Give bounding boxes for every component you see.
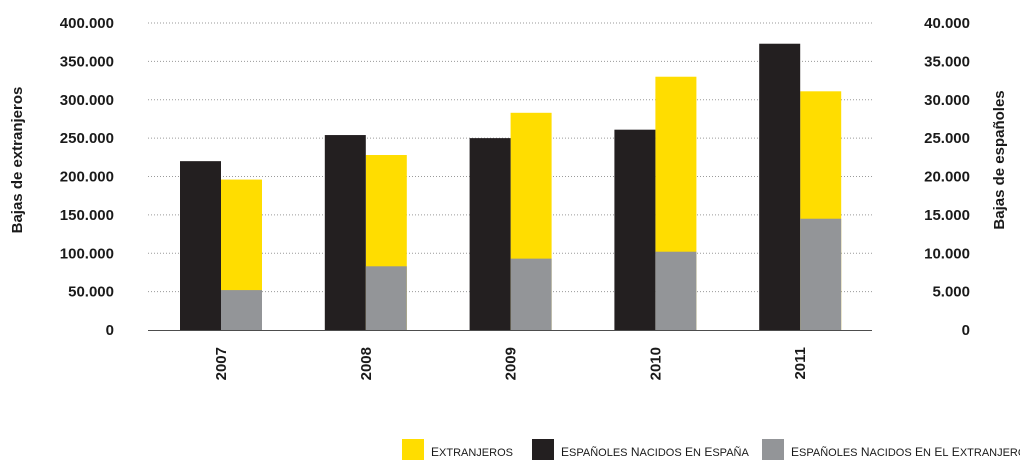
left-tick-label: 300.000 bbox=[60, 92, 114, 109]
legend-swatch bbox=[762, 439, 784, 460]
bar-espanoles-nacidos-en-espana bbox=[180, 161, 221, 330]
right-tick-label: 40.000 bbox=[924, 15, 970, 32]
x-tick-label: 2011 bbox=[792, 347, 809, 380]
left-tick-label: 250.000 bbox=[60, 130, 114, 147]
bar-espanoles-nacidos-en-el-extranjero bbox=[510, 258, 552, 330]
right-tick-label: 10.000 bbox=[924, 245, 970, 262]
bar-espanoles-nacidos-en-el-extranjero bbox=[800, 218, 842, 330]
right-tick-label: 5.000 bbox=[932, 284, 970, 301]
x-tick-label: 2008 bbox=[358, 347, 375, 380]
bar-espanoles-nacidos-en-el-extranjero bbox=[365, 266, 407, 330]
legend-label: ESPAÑOLES NACIDOS EN EL EXTRANJERO bbox=[791, 445, 1020, 459]
left-tick-label: 200.000 bbox=[60, 169, 114, 186]
bar-espanoles-nacidos-en-espana bbox=[614, 129, 656, 330]
right-tick-label: 35.000 bbox=[924, 53, 970, 70]
right-tick-label: 15.000 bbox=[924, 207, 970, 224]
right-tick-label: 20.000 bbox=[924, 169, 970, 186]
axes: 0 0 50.000 5.000 100.000 10.000 150.000 15.000 2… bbox=[60, 15, 970, 380]
right-axis-title: Bajas de españoles bbox=[991, 90, 1008, 229]
left-tick-label: 0 bbox=[106, 322, 114, 339]
bar-espanoles-nacidos-en-espana bbox=[469, 138, 511, 330]
legend-swatch bbox=[402, 439, 424, 460]
left-tick-label: 50.000 bbox=[68, 284, 114, 301]
x-tick-label: 2009 bbox=[503, 347, 520, 380]
right-tick-label: 0 bbox=[962, 322, 970, 339]
legend-label: EXTRANJEROS bbox=[431, 445, 513, 459]
bar-espanoles-nacidos-en-espana bbox=[324, 135, 366, 330]
bars bbox=[180, 43, 842, 331]
bar-espanoles-nacidos-en-el-extranjero bbox=[221, 290, 262, 330]
left-axis-title: Bajas de extranjeros bbox=[9, 87, 26, 234]
bar-espanoles-nacidos-en-el-extranjero bbox=[655, 251, 697, 330]
legend-label: ESPAÑOLES NACIDOS EN ESPAÑA bbox=[561, 445, 749, 459]
x-tick-label: 2007 bbox=[213, 347, 230, 380]
bar-espanoles-nacidos-en-espana bbox=[759, 43, 801, 330]
x-tick-label: 2010 bbox=[647, 347, 664, 380]
left-tick-label: 400.000 bbox=[60, 15, 114, 32]
gridlines bbox=[148, 22, 872, 293]
left-tick-label: 150.000 bbox=[60, 207, 114, 224]
right-tick-label: 25.000 bbox=[924, 130, 970, 147]
left-tick-label: 100.000 bbox=[60, 245, 114, 262]
legend-swatch bbox=[532, 439, 554, 460]
left-tick-label: 350.000 bbox=[60, 53, 114, 70]
right-tick-label: 30.000 bbox=[924, 92, 970, 109]
legend: EXTRANJEROS ESPAÑOLES NACIDOS EN ESPAÑA ES… bbox=[402, 439, 1020, 460]
